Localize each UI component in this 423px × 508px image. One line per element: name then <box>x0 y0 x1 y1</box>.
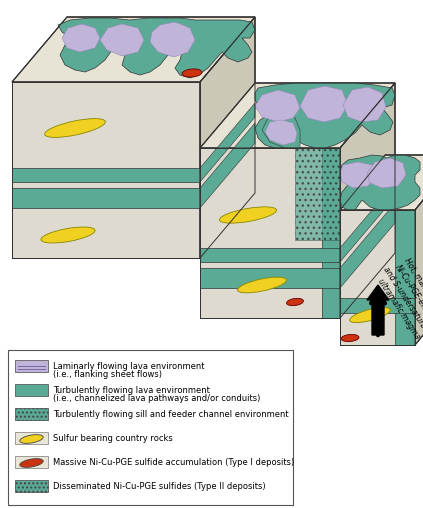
Polygon shape <box>322 148 340 318</box>
Polygon shape <box>58 18 255 78</box>
Ellipse shape <box>20 459 43 467</box>
Text: (i.e., channelized lava pathways and/or conduits): (i.e., channelized lava pathways and/or … <box>53 394 261 403</box>
Polygon shape <box>340 183 395 262</box>
Polygon shape <box>415 155 423 345</box>
Polygon shape <box>340 155 423 210</box>
Polygon shape <box>200 103 255 182</box>
Polygon shape <box>262 115 300 148</box>
Polygon shape <box>12 168 200 182</box>
Polygon shape <box>340 210 415 345</box>
Ellipse shape <box>182 69 202 77</box>
Polygon shape <box>200 148 340 318</box>
Text: Turbulently flowing lava environment: Turbulently flowing lava environment <box>53 386 210 395</box>
Polygon shape <box>100 24 144 56</box>
FancyArrow shape <box>367 285 389 335</box>
FancyBboxPatch shape <box>15 408 48 420</box>
FancyBboxPatch shape <box>15 432 48 444</box>
Ellipse shape <box>237 277 286 293</box>
Ellipse shape <box>286 298 303 306</box>
Polygon shape <box>200 123 255 208</box>
Text: Hot, mantle derived
Ni-Cu-PGE-enriched
and S-undersaturated
ultramafic magma: Hot, mantle derived Ni-Cu-PGE-enriched a… <box>373 253 423 346</box>
Ellipse shape <box>20 435 43 443</box>
Polygon shape <box>12 188 200 208</box>
Polygon shape <box>295 148 340 240</box>
Polygon shape <box>340 162 376 188</box>
Ellipse shape <box>350 307 390 323</box>
Polygon shape <box>395 210 415 345</box>
Ellipse shape <box>341 334 359 341</box>
Ellipse shape <box>41 227 95 243</box>
Ellipse shape <box>45 118 105 137</box>
FancyBboxPatch shape <box>15 360 48 372</box>
Polygon shape <box>265 120 297 145</box>
FancyBboxPatch shape <box>15 384 48 396</box>
Polygon shape <box>255 83 395 148</box>
FancyBboxPatch shape <box>15 480 48 492</box>
Polygon shape <box>340 155 420 210</box>
Text: Disseminated Ni-Cu-PGE sulfides (Type II deposits): Disseminated Ni-Cu-PGE sulfides (Type II… <box>53 482 266 491</box>
FancyBboxPatch shape <box>15 456 48 468</box>
Polygon shape <box>200 17 255 258</box>
Polygon shape <box>255 90 300 122</box>
Polygon shape <box>343 87 386 122</box>
Text: (i.e., flanking sheet flows): (i.e., flanking sheet flows) <box>53 370 162 379</box>
Text: Laminarly flowing lava environment: Laminarly flowing lava environment <box>53 362 204 371</box>
Polygon shape <box>12 17 255 82</box>
Ellipse shape <box>220 207 277 223</box>
Text: Sulfur bearing country rocks: Sulfur bearing country rocks <box>53 434 173 443</box>
Polygon shape <box>200 83 395 148</box>
Polygon shape <box>340 203 395 288</box>
FancyBboxPatch shape <box>8 350 293 505</box>
Polygon shape <box>340 83 395 318</box>
Text: Massive Ni-Cu-PGE sulfide accumulation (Type I deposits): Massive Ni-Cu-PGE sulfide accumulation (… <box>53 458 294 467</box>
Polygon shape <box>12 82 200 258</box>
Polygon shape <box>62 24 100 52</box>
Polygon shape <box>200 248 340 262</box>
Polygon shape <box>150 22 195 57</box>
Text: Turbulently flowing sill and feeder channel environment: Turbulently flowing sill and feeder chan… <box>53 410 288 419</box>
Polygon shape <box>367 158 406 188</box>
Polygon shape <box>340 298 415 313</box>
Polygon shape <box>300 86 348 122</box>
Polygon shape <box>200 268 340 288</box>
